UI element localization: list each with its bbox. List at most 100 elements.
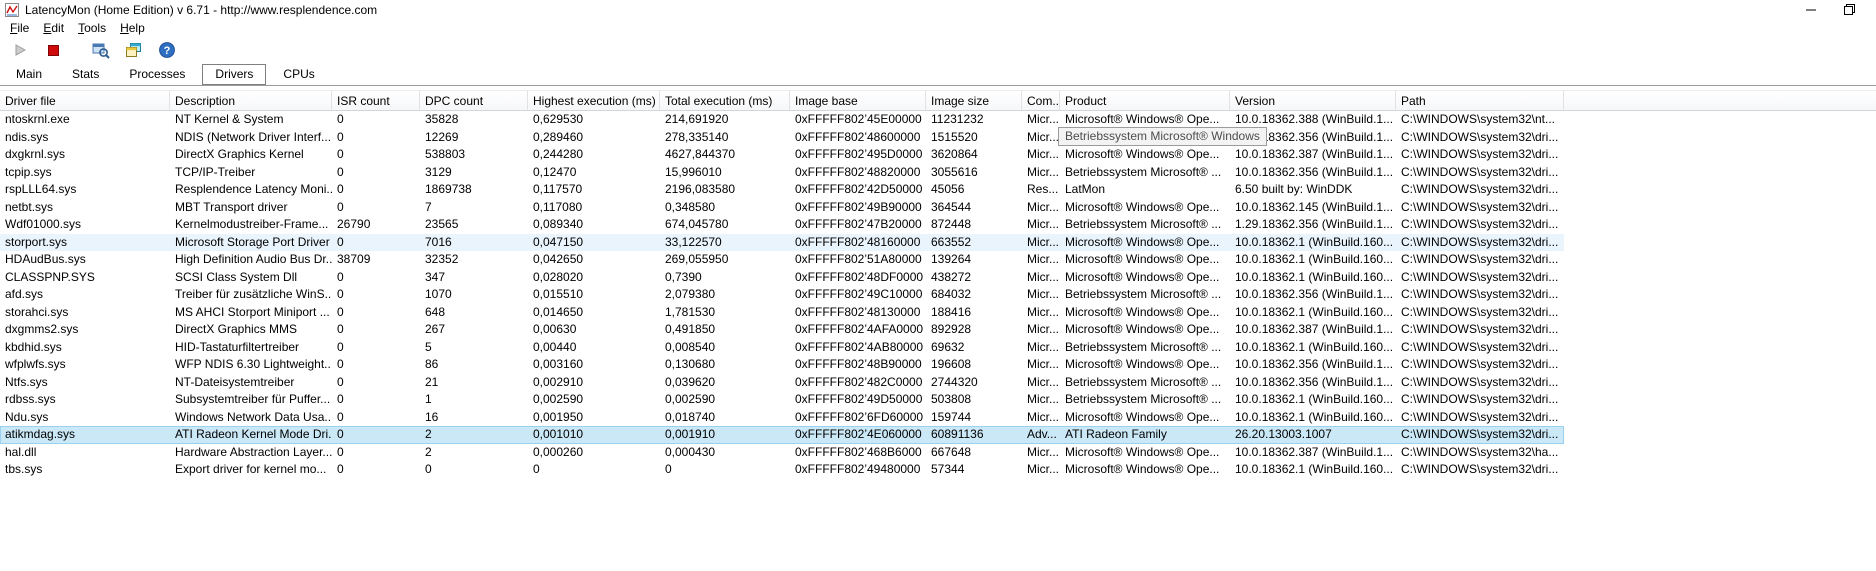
table-row-dxgkrnl.sys[interactable]: dxgkrnl.sys DirectX Graphics Kernel 0 53880… bbox=[0, 146, 1564, 164]
table-row-netbt.sys[interactable]: netbt.sys MBT Transport driver 0 7 0,117080 0… bbox=[0, 199, 1564, 217]
tab-cpus[interactable]: CPUs bbox=[283, 67, 315, 81]
cell-dpc_count: 16 bbox=[425, 409, 439, 424]
cell-description: Export driver for kernel mo... bbox=[175, 462, 327, 476]
table-row-Wdf01000.sys[interactable]: Wdf01000.sys Kernelmodustreiber-Frame... 2… bbox=[0, 216, 1564, 234]
column-header-description[interactable]: Description bbox=[170, 91, 332, 110]
tab-main[interactable]: Main bbox=[16, 67, 43, 81]
cell-total_execution_ms: 0 bbox=[665, 462, 672, 476]
table-row-hal.dll[interactable]: hal.dll Hardware Abstraction Layer... 0 2 0,… bbox=[0, 444, 1564, 462]
table-row-ntoskrnl.exe[interactable]: ntoskrnl.exe NT Kernel & System 0 35828 0,62… bbox=[0, 111, 1564, 129]
cell-dpc_count: 538803 bbox=[425, 147, 466, 161]
table-row-rdbss.sys[interactable]: rdbss.sys Subsystemtreiber für Puffer... 0… bbox=[0, 391, 1564, 409]
cell-total_execution_ms: 674,045780 bbox=[665, 217, 729, 231]
cell-total_execution_ms: 1,781530 bbox=[665, 304, 716, 319]
cell-image_base: 0xFFFFF802’48600000 bbox=[795, 129, 921, 144]
table-row-dxgmms2.sys[interactable]: dxgmms2.sys DirectX Graphics MMS 0 267 0,006… bbox=[0, 321, 1564, 339]
cell-path: C:\WINDOWS\system32\dri... bbox=[1401, 129, 1559, 144]
column-header-path[interactable]: Path bbox=[1396, 91, 1564, 110]
cell-isr_count: 0 bbox=[337, 304, 344, 319]
table-row-wfplwfs.sys[interactable]: wfplwfs.sys WFP NDIS 6.30 Lightweight... 0… bbox=[0, 356, 1564, 374]
table-row-rspLLL64.sys[interactable]: rspLLL64.sys Resplendence Latency Moni...… bbox=[0, 181, 1564, 199]
drivers-table: Driver file Description ISR count DPC count… bbox=[0, 90, 1876, 479]
minimize-button[interactable] bbox=[1792, 0, 1830, 19]
table-row-kbdhid.sys[interactable]: kbdhid.sys HID-Tastaturfiltertreiber 0 5 0,0… bbox=[0, 339, 1564, 357]
table-row-Ntfs.sys[interactable]: Ntfs.sys NT-Dateisystemtreiber 0 21 0,002910… bbox=[0, 374, 1564, 392]
column-header-company[interactable]: Com... bbox=[1022, 91, 1060, 110]
table-row-ndis.sys[interactable]: ndis.sys NDIS (Network Driver Interf... 0 1… bbox=[0, 129, 1564, 147]
table-row-atikmdag.sys[interactable]: atikmdag.sys ATI Radeon Kernel Mode Dri..… bbox=[0, 426, 1564, 444]
analyzer-button[interactable] bbox=[89, 38, 113, 62]
tab-stats[interactable]: Stats bbox=[72, 67, 100, 81]
maximize-button[interactable] bbox=[1830, 0, 1868, 19]
column-header-total_execution_ms[interactable]: Total execution (ms) bbox=[660, 91, 790, 110]
column-header-image_size[interactable]: Image size bbox=[926, 91, 1022, 110]
cell-image_size: 892928 bbox=[931, 322, 972, 336]
table-row-storport.sys[interactable]: storport.sys Microsoft Storage Port Drive… bbox=[0, 233, 1564, 251]
cell-image_size: 364544 bbox=[931, 199, 972, 214]
cell-total_execution_ms: 0,001910 bbox=[665, 427, 716, 441]
column-header-highest_execution_ms[interactable]: Highest execution (ms) bbox=[528, 91, 660, 110]
cell-company: Micr... bbox=[1027, 374, 1059, 389]
cell-highest_execution_ms: 0,002910 bbox=[533, 374, 584, 389]
cell-version: 10.0.18362.388 (WinBuild.1... bbox=[1235, 112, 1394, 126]
cell-version: 10.0.18362.356 (WinBuild.1... bbox=[1235, 357, 1394, 371]
table-row-tbs.sys[interactable]: tbs.sys Export driver for kernel mo... 0 0 0… bbox=[0, 461, 1564, 479]
cell-image_size: 60891136 bbox=[931, 427, 984, 441]
column-header-image_base[interactable]: Image base bbox=[790, 91, 926, 110]
column-header-version[interactable]: Version bbox=[1230, 91, 1396, 110]
cell-version: 10.0.18362.1 (WinBuild.160... bbox=[1235, 304, 1394, 319]
stop-monitor-button[interactable] bbox=[41, 38, 65, 62]
table-row-Ndu.sys[interactable]: Ndu.sys Windows Network Data Usa... 0 16 0,0… bbox=[0, 409, 1564, 427]
cell-total_execution_ms: 0,039620 bbox=[665, 374, 716, 389]
cell-product: Microsoft® Windows® Ope... bbox=[1065, 112, 1220, 126]
help-button[interactable]: ? bbox=[155, 38, 179, 62]
cell-path: C:\WINDOWS\system32\ha... bbox=[1401, 444, 1559, 459]
cell-company: Micr... bbox=[1027, 112, 1059, 126]
table-row-tcpip.sys[interactable]: tcpip.sys TCP/IP-Treiber 0 3129 0,12470 15,99… bbox=[0, 164, 1564, 182]
column-header-driver_file[interactable]: Driver file bbox=[0, 91, 170, 110]
cell-product: Microsoft® Windows® Ope... bbox=[1065, 147, 1220, 161]
column-header-product[interactable]: Product bbox=[1060, 91, 1230, 110]
table-row-afd.sys[interactable]: afd.sys Treiber für zusätzliche WinS... 0 1… bbox=[0, 286, 1564, 304]
cell-image_size: 3620864 bbox=[931, 147, 978, 161]
tab-processes[interactable]: Processes bbox=[129, 67, 186, 81]
cell-image_base: 0xFFFFF802’47B20000 bbox=[795, 217, 922, 231]
cell-dpc_count: 2 bbox=[425, 444, 432, 459]
menu-item-help[interactable]: Help bbox=[120, 21, 145, 35]
cell-product: Microsoft® Windows® Ope... bbox=[1065, 409, 1220, 424]
cell-highest_execution_ms: 0,028020 bbox=[533, 269, 584, 284]
table-row-CLASSPNP.SYS[interactable]: CLASSPNP.SYS SCSI Class System Dll 0 347 0,0… bbox=[0, 269, 1564, 287]
column-header-isr_count[interactable]: ISR count bbox=[332, 91, 420, 110]
cell-driver_file: wfplwfs.sys bbox=[5, 357, 66, 371]
cell-company: Micr... bbox=[1027, 322, 1059, 336]
cell-total_execution_ms: 33,122570 bbox=[665, 234, 722, 249]
tab-drivers[interactable]: Drivers bbox=[202, 64, 267, 85]
cell-driver_file: tbs.sys bbox=[5, 462, 43, 476]
cell-image_base: 0xFFFFF802’42D50000 bbox=[795, 182, 923, 196]
cell-description: MS AHCI Storport Miniport ... bbox=[175, 304, 330, 319]
cell-image_size: 663552 bbox=[931, 234, 972, 249]
cell-image_base: 0xFFFFF802’49D50000 bbox=[795, 392, 923, 406]
cell-dpc_count: 3129 bbox=[425, 164, 452, 179]
menu-item-edit[interactable]: Edit bbox=[43, 21, 65, 35]
copy-report-button[interactable] bbox=[122, 38, 146, 62]
cell-version: 10.0.18362.1 (WinBuild.160... bbox=[1235, 462, 1394, 476]
cell-isr_count: 0 bbox=[337, 462, 344, 476]
menu-item-tools[interactable]: Tools bbox=[78, 21, 107, 35]
start-monitor-button[interactable] bbox=[8, 38, 32, 62]
cell-product: Microsoft® Windows® Ope... bbox=[1065, 304, 1220, 319]
cell-dpc_count: 648 bbox=[425, 304, 446, 319]
cell-company: Micr... bbox=[1027, 392, 1059, 406]
cell-image_base: 0xFFFFF802’51A80000 bbox=[795, 252, 922, 266]
column-header-dpc_count[interactable]: DPC count bbox=[420, 91, 528, 110]
cell-total_execution_ms: 15,996010 bbox=[665, 164, 722, 179]
cell-image_size: 139264 bbox=[931, 252, 972, 266]
cell-dpc_count: 0 bbox=[425, 462, 432, 476]
cell-dpc_count: 267 bbox=[425, 322, 446, 336]
menu-item-file[interactable]: File bbox=[10, 21, 30, 35]
cell-description: Windows Network Data Usa... bbox=[175, 409, 332, 424]
table-row-storahci.sys[interactable]: storahci.sys MS AHCI Storport Miniport ..… bbox=[0, 304, 1564, 322]
table-row-HDAudBus.sys[interactable]: HDAudBus.sys High Definition Audio Bus Dr… bbox=[0, 251, 1564, 269]
cell-product: ATI Radeon Family bbox=[1065, 427, 1167, 441]
cell-highest_execution_ms: 0,244280 bbox=[533, 147, 584, 161]
